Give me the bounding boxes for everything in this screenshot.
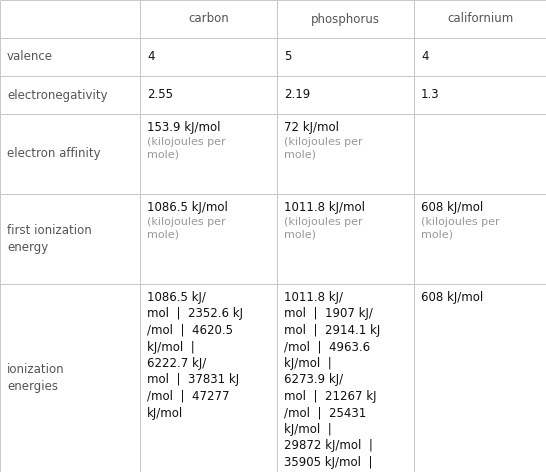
Bar [0,194,140,284]
Bar [140,38,277,76]
Text: valence: valence [7,51,53,64]
Bar [140,284,277,472]
Text: 1.3: 1.3 [421,89,440,101]
Bar [414,38,546,76]
Bar [0,0,140,38]
Text: 1011.8 kJ/mol: 1011.8 kJ/mol [284,201,365,214]
Bar [0,76,140,114]
Text: 2.55: 2.55 [147,89,173,101]
Text: carbon: carbon [188,12,229,25]
Text: electronegativity: electronegativity [7,89,108,101]
Text: 2.19: 2.19 [284,89,310,101]
Bar [140,76,277,114]
Text: (kilojoules per
mole): (kilojoules per mole) [147,217,225,240]
Text: 1086.5 kJ/
mol  |  2352.6 kJ
/mol  |  4620.5
kJ/mol  |
6222.7 kJ/
mol  |  37831 : 1086.5 kJ/ mol | 2352.6 kJ /mol | 4620.5… [147,291,243,420]
Text: 608 kJ/mol: 608 kJ/mol [421,201,483,214]
Bar [140,194,277,284]
Text: 1086.5 kJ/mol: 1086.5 kJ/mol [147,201,228,214]
Text: (kilojoules per
mole): (kilojoules per mole) [284,137,363,160]
Text: 4: 4 [147,51,155,64]
Bar [277,76,414,114]
Bar [414,76,546,114]
Text: 1011.8 kJ/
mol  |  1907 kJ/
mol  |  2914.1 kJ
/mol  |  4963.6
kJ/mol  |
6273.9 k: 1011.8 kJ/ mol | 1907 kJ/ mol | 2914.1 k… [284,291,380,472]
Bar [0,284,140,472]
Text: 5: 5 [284,51,292,64]
Bar [414,114,546,194]
Bar [140,0,277,38]
Bar [277,284,414,472]
Text: ionization
energies: ionization energies [7,363,64,393]
Text: electron affinity: electron affinity [7,147,100,160]
Text: first ionization
energy: first ionization energy [7,224,92,254]
Text: phosphorus: phosphorus [311,12,380,25]
Text: 72 kJ/mol: 72 kJ/mol [284,121,339,134]
Bar [414,194,546,284]
Text: 4: 4 [421,51,429,64]
Bar [414,284,546,472]
Text: (kilojoules per
mole): (kilojoules per mole) [147,137,225,160]
Bar [277,38,414,76]
Bar [0,114,140,194]
Text: californium: californium [447,12,513,25]
Bar [277,0,414,38]
Text: 608 kJ/mol: 608 kJ/mol [421,291,483,304]
Text: (kilojoules per
mole): (kilojoules per mole) [284,217,363,240]
Bar [277,194,414,284]
Bar [277,114,414,194]
Text: (kilojoules per
mole): (kilojoules per mole) [421,217,500,240]
Bar [414,0,546,38]
Text: 153.9 kJ/mol: 153.9 kJ/mol [147,121,221,134]
Bar [0,38,140,76]
Bar [140,114,277,194]
